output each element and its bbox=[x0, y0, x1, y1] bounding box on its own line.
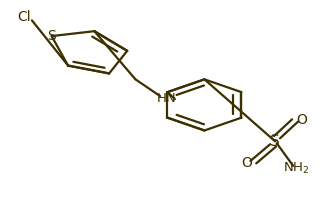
Text: S: S bbox=[270, 134, 280, 149]
Text: O: O bbox=[242, 156, 252, 170]
Text: O: O bbox=[296, 113, 307, 127]
Text: HN: HN bbox=[157, 91, 177, 105]
Text: S: S bbox=[47, 29, 56, 43]
Text: Cl: Cl bbox=[17, 10, 30, 24]
Text: NH$_2$: NH$_2$ bbox=[283, 161, 310, 176]
